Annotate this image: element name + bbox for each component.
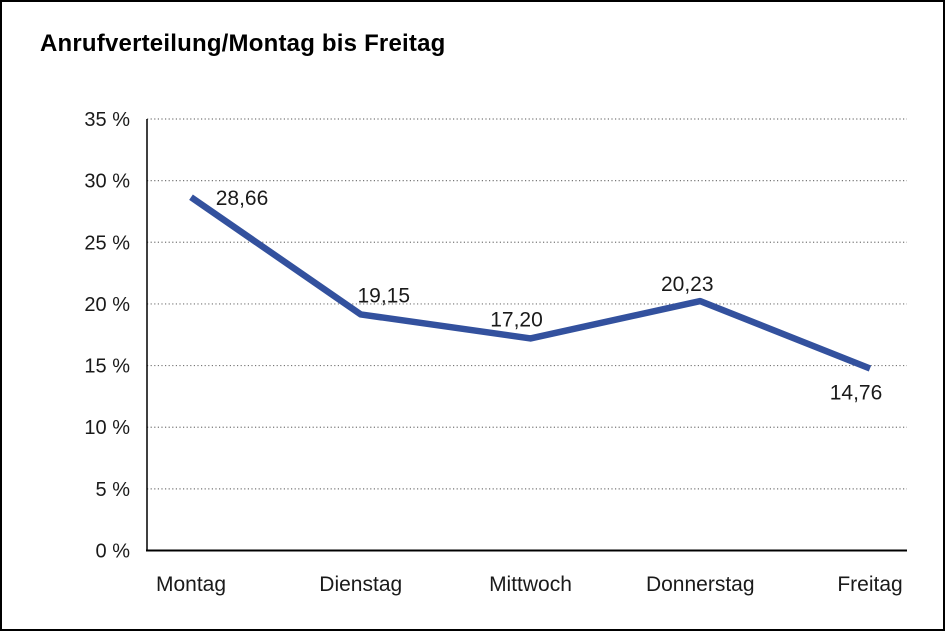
y-axis-tick-label: 15 %: [84, 356, 130, 378]
y-axis-tick-label: 20 %: [84, 294, 130, 316]
y-axis-tick-label: 5 %: [96, 479, 131, 501]
y-axis-tick-label: 25 %: [84, 232, 130, 254]
data-point-label: 28,66: [216, 187, 269, 210]
data-point-label: 17,20: [490, 308, 543, 331]
data-point-label: 19,15: [357, 284, 410, 307]
x-axis-category-label: Montag: [156, 573, 226, 596]
x-axis-category-label: Donnerstag: [646, 573, 755, 596]
y-axis-tick-label: 0 %: [96, 541, 131, 563]
y-axis-tick-label: 10 %: [84, 417, 130, 439]
y-axis-tick-label: 30 %: [84, 171, 130, 193]
x-axis-category-label: Mittwoch: [489, 573, 572, 596]
data-series-line: [189, 194, 872, 372]
x-axis-category-label: Freitag: [837, 573, 902, 596]
data-point-label: 20,23: [661, 273, 714, 296]
data-point-label: 14,76: [830, 382, 883, 405]
chart-title: Anrufverteilung/Montag bis Freitag: [40, 30, 446, 57]
x-axis-category-label: Dienstag: [319, 573, 402, 596]
y-axis-tick-label: 35 %: [84, 109, 130, 131]
